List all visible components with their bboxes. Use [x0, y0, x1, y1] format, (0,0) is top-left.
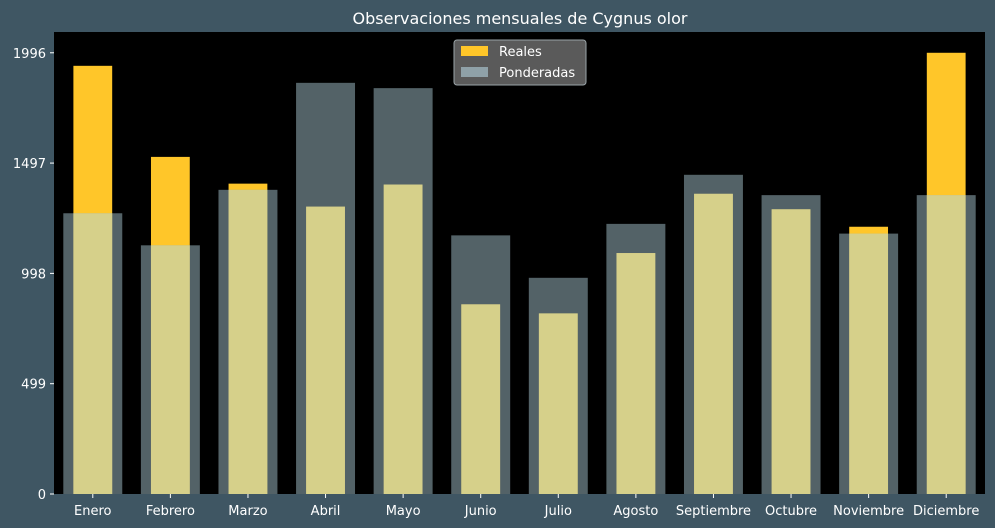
legend-swatch-reales: [461, 46, 488, 56]
legend: Reales Ponderadas: [453, 39, 587, 86]
bar-overlap-septiembre: [694, 193, 733, 494]
axes: Enero Febrero Marzo Abril Mayo Junio Julio Agos…: [13, 47, 979, 519]
x-tick-label: Septiembre: [676, 504, 751, 519]
x-tick-label: Mayo: [386, 504, 421, 519]
y-tick-label: 0: [38, 488, 46, 503]
bar-overlap-enero: [73, 213, 113, 494]
bar-overlap-mayo: [383, 184, 423, 495]
x-tick-label: Marzo: [228, 504, 267, 519]
bar-overlap-agosto: [616, 253, 656, 494]
chart-title: Observaciones mensuales de Cygnus olor: [353, 9, 688, 28]
y-tick-label: 499: [21, 378, 46, 393]
y-tick-label: 998: [21, 267, 46, 282]
bar-overlap-diciembre: [926, 195, 966, 494]
x-tick-label: Noviembre: [833, 504, 904, 519]
x-tick-label: Abril: [311, 504, 341, 519]
bar-overlap-junio: [461, 304, 501, 494]
y-tick-label: 1497: [13, 157, 46, 172]
bar-overlap-noviembre: [849, 233, 889, 494]
y-tick-label: 1996: [13, 47, 46, 62]
legend-swatch-ponderadas: [461, 67, 488, 77]
bar-overlap-febrero: [150, 245, 190, 494]
bar-overlap-marzo: [228, 189, 268, 494]
bar-overlap-octubre: [771, 209, 811, 494]
x-tick-label: Enero: [74, 504, 112, 519]
bar-overlap-julio: [538, 313, 578, 494]
legend-label-reales: Reales: [499, 45, 542, 60]
x-tick-label: Febrero: [146, 504, 195, 519]
x-tick-label: Julio: [544, 504, 572, 519]
bars-overlap: [73, 184, 966, 495]
bar-overlap-abril: [306, 206, 345, 494]
plot-area: [54, 32, 985, 494]
legend-label-ponderadas: Ponderadas: [499, 66, 575, 81]
x-tick-label: Diciembre: [913, 504, 979, 519]
x-tick-label: Junio: [464, 504, 497, 519]
x-tick-label: Agosto: [613, 504, 658, 519]
x-tick-label: Octubre: [765, 504, 817, 519]
